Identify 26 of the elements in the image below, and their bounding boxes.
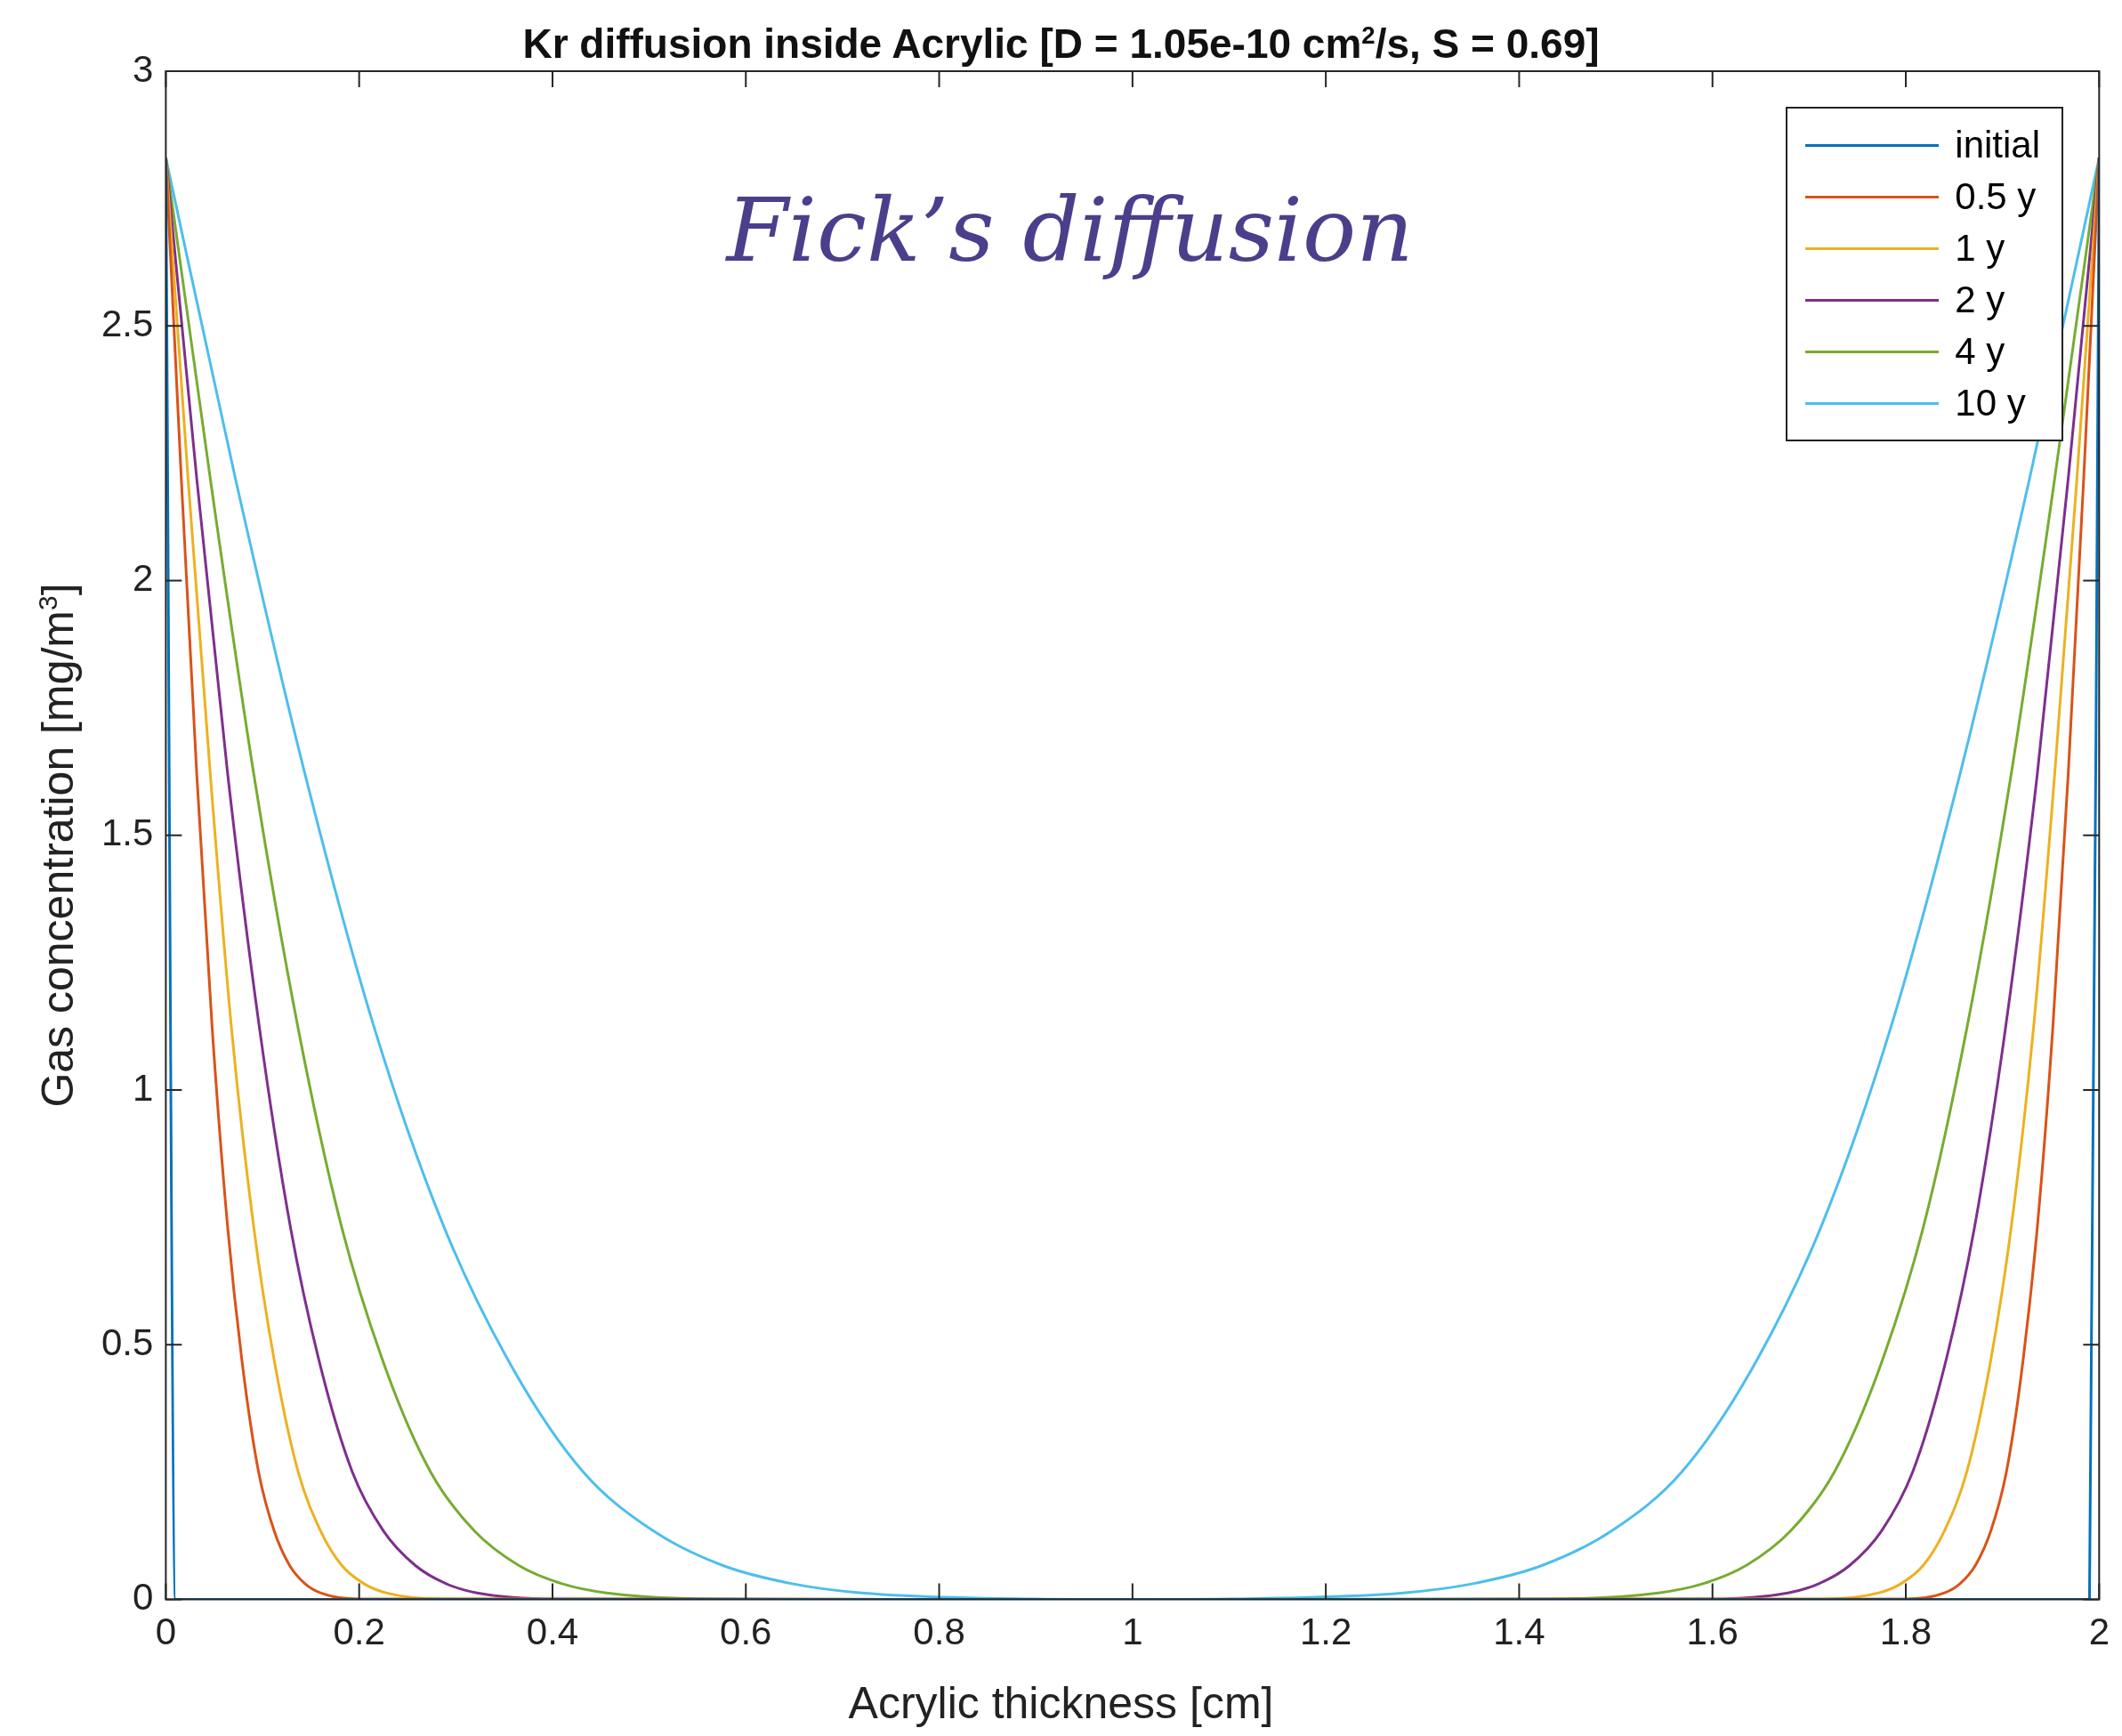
y-tick-label: 2.5 [101,302,154,344]
x-tick-label: 0.6 [720,1611,772,1653]
x-tick-label: 0.4 [526,1611,579,1653]
x-axis-title: Acrylic thickness [cm] [847,1677,1275,1729]
x-tick-label: 2 [2088,1611,2110,1653]
y-tick-label: 1 [133,1066,154,1109]
y-tick-label: 2 [133,557,154,600]
y-tick-label: 1.5 [101,811,154,854]
chart-title: Kr diffusion inside Acrylic [D = 1.05e-10 cm$^{2}$/s, S = 0.69] [522,20,1600,67]
y-tick-label: 0 [133,1576,154,1619]
x-tick-label: 1.4 [1493,1611,1545,1653]
y-tick-label: 3 [133,47,154,90]
y-tick-label: 0.5 [101,1320,154,1363]
legend-label: 10 y [1955,382,2026,424]
legend-label: 0.5 y [1955,175,2037,218]
legend-label: initial [1955,124,2041,166]
legend-label: 2 y [1955,279,2005,321]
legend-label: 1 y [1955,227,2005,270]
legend-label: 4 y [1955,330,2005,373]
x-tick-label: 0.8 [913,1611,965,1653]
x-tick-label: 1 [1122,1611,1143,1653]
x-tick-label: 1.8 [1879,1611,1932,1653]
x-tick-label: 1.6 [1686,1611,1739,1653]
x-tick-label: 0.2 [333,1611,385,1653]
x-tick-label: 1.2 [1299,1611,1352,1653]
annotation: Fick’s diffusion [726,178,1414,282]
